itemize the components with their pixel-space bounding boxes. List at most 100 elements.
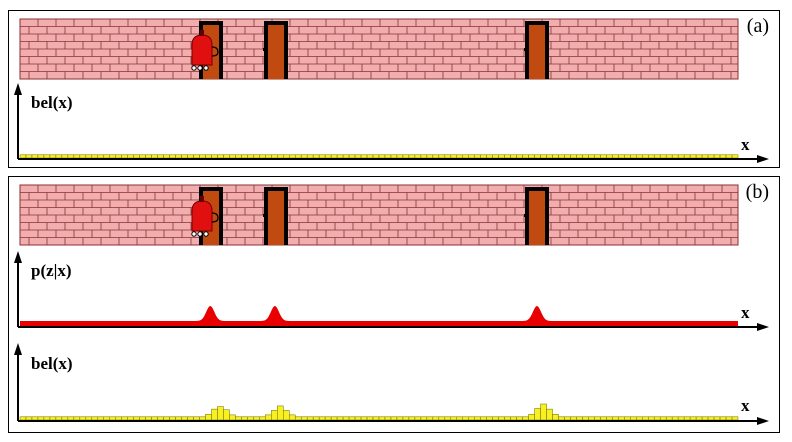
belief-bar [408, 416, 416, 421]
door-knob [263, 214, 267, 217]
belief-bar [636, 416, 643, 421]
belief-bar [336, 416, 344, 421]
belief-bar [253, 154, 260, 159]
belief-bar [677, 154, 685, 159]
door-knob [524, 48, 528, 51]
belief-bar [522, 416, 529, 421]
y-axis-label: bel(x) [31, 93, 73, 112]
belief-bar [731, 154, 739, 159]
belief-bar [653, 154, 661, 159]
belief-bar [534, 408, 541, 421]
belief-bar [312, 416, 320, 421]
belief-bar [606, 416, 613, 421]
panel-b-figure [14, 184, 769, 425]
belief-bar [701, 154, 709, 159]
belief-bar [498, 154, 505, 159]
belief-bar [390, 416, 398, 421]
belief-bar [199, 154, 206, 159]
belief-bar [85, 154, 93, 159]
belief-bar [576, 416, 583, 421]
belief-bar [133, 416, 140, 421]
belief-bar [283, 154, 290, 159]
door-panel [268, 191, 284, 245]
belief-bar [366, 154, 374, 159]
belief-bar [504, 154, 511, 159]
belief-bar [289, 414, 296, 421]
door-knob [263, 48, 267, 51]
belief-bar [468, 154, 475, 159]
belief-bar [552, 413, 559, 421]
belief-bar [193, 416, 200, 421]
belief-bar [480, 154, 487, 159]
belief-bar [665, 416, 673, 421]
belief-bar [67, 416, 75, 421]
belief-bar [486, 416, 493, 421]
belief-bar [354, 154, 362, 159]
door [524, 187, 549, 245]
robot-wheel [191, 65, 197, 71]
belief-bar [725, 416, 733, 421]
belief-bar [624, 154, 631, 159]
belief-bar [157, 416, 164, 421]
belief-bar [217, 406, 224, 421]
belief-bar [271, 154, 278, 159]
belief-bar [43, 154, 51, 159]
belief-bar [648, 154, 655, 159]
belief-bar [193, 154, 200, 159]
belief-bar [205, 413, 212, 421]
belief-bar [659, 416, 667, 421]
belief-bar [396, 154, 404, 159]
belief-bar [121, 154, 128, 159]
door [263, 187, 288, 245]
belief-bar [683, 154, 691, 159]
belief-bar [701, 416, 709, 421]
belief-bar [306, 416, 314, 421]
belief-bar [163, 416, 170, 421]
belief-bar [564, 416, 571, 421]
belief-bar [713, 154, 721, 159]
belief-bar [546, 408, 553, 421]
belief-bar [707, 416, 715, 421]
belief-bar [372, 154, 380, 159]
belief-bar [115, 154, 122, 159]
door-knob [524, 214, 528, 217]
y-axis-label: p(z|x) [31, 261, 72, 280]
belief-bar [378, 154, 386, 159]
belief-bar [103, 154, 111, 159]
belief-bar [588, 416, 595, 421]
robot-antenna [200, 30, 204, 36]
belief-bar [564, 154, 571, 159]
belief-bar [217, 154, 224, 159]
belief-bar [582, 154, 589, 159]
belief-bar [653, 416, 661, 421]
belief-bar [49, 154, 57, 159]
belief-bar [37, 154, 45, 159]
belief-bar [695, 154, 703, 159]
belief-bar [689, 154, 697, 159]
belief-bar [211, 408, 218, 421]
robot-antenna [200, 196, 204, 202]
belief-bar [109, 416, 116, 421]
belief-bar [474, 154, 481, 159]
belief-bar [450, 416, 458, 421]
belief-bar [169, 154, 176, 159]
belief-bar [432, 154, 440, 159]
belief-bar [408, 154, 416, 159]
belief-bar [402, 416, 410, 421]
belief-bar [444, 154, 452, 159]
axes [14, 83, 769, 163]
belief-bar [97, 154, 105, 159]
belief-bar [342, 154, 350, 159]
belief-bar [594, 154, 601, 159]
belief-bar [540, 403, 547, 421]
belief-bar [612, 416, 619, 421]
belief-bar [683, 416, 691, 421]
belief-bar [582, 416, 589, 421]
y-axis-arrow [14, 251, 22, 263]
belief-bar [55, 416, 63, 421]
belief-bar [151, 154, 158, 159]
belief-bar [504, 416, 511, 421]
belief-bar [432, 416, 440, 421]
belief-bar [25, 154, 33, 159]
x-axis-label: x [741, 303, 750, 322]
